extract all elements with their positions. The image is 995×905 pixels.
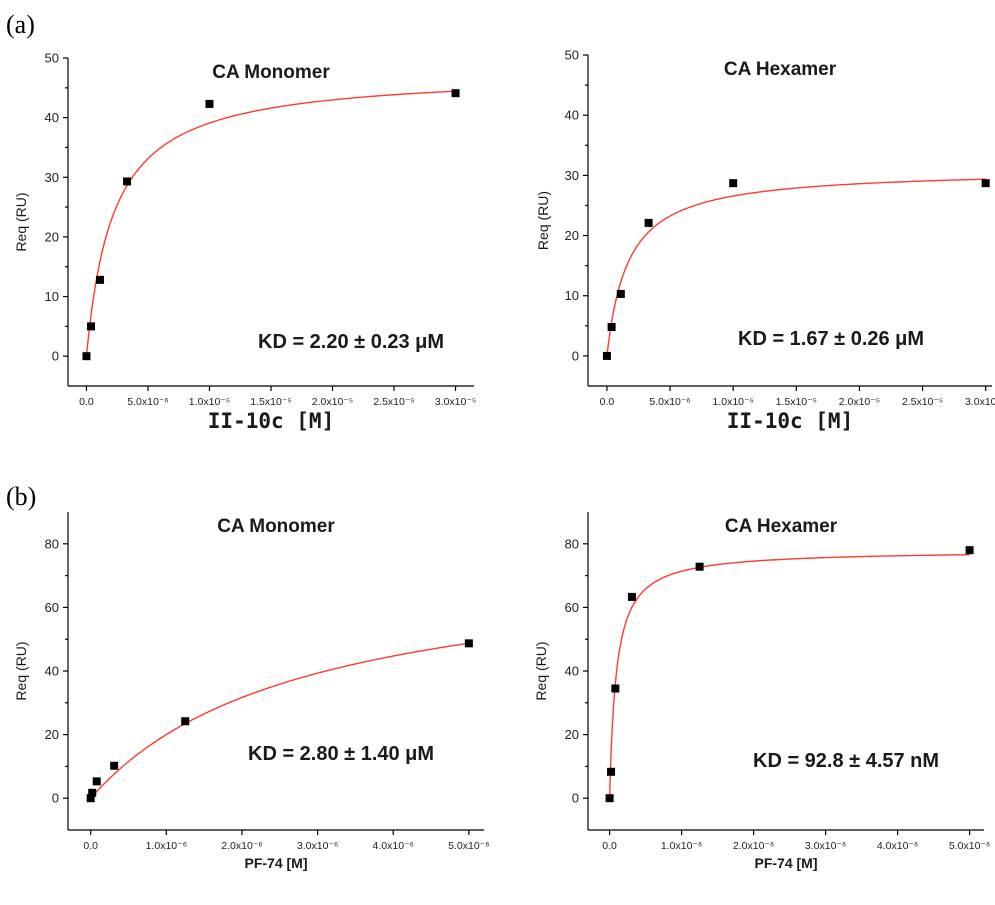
x-tick-label: 3.0x10⁻⁵ <box>965 396 995 408</box>
y-tick-label: 0 <box>572 791 579 806</box>
x-tick-label: 1.0x10⁻⁵ <box>189 396 230 408</box>
y-axis-label: Req (RU) <box>13 192 29 251</box>
data-point <box>451 89 460 98</box>
y-axis-label: Req (RU) <box>13 641 29 700</box>
data-point <box>607 323 616 332</box>
x-tick-label: 5.0x10⁻⁶ <box>649 396 690 408</box>
chart-title: CA Hexamer <box>724 59 837 80</box>
x-tick-label: 2.0x10⁻⁵ <box>839 396 880 408</box>
x-tick-label: 4.0x10⁻⁶ <box>373 840 414 852</box>
kd-annotation: KD = 1.67 ± 0.26 μM <box>738 328 924 350</box>
x-tick-label: 0.0 <box>79 396 94 408</box>
data-point <box>82 352 91 361</box>
chart-title: CA Hexamer <box>725 516 838 537</box>
chart-1: 0 10 20 30 40 50 0.0 5.0x10⁻⁶ 1.0x10⁻⁵ 1.5x10⁻⁵ 2.… <box>13 51 476 434</box>
data-point <box>205 99 214 108</box>
panel-label-b: (b) <box>6 482 36 511</box>
y-tick-label: 40 <box>45 110 59 125</box>
data-point <box>602 351 611 360</box>
kd-annotation: KD = 2.20 ± 0.23 μM <box>258 331 444 353</box>
chart-2: 0 10 20 30 40 50 0.0 5.0x10⁻⁶ 1.0x10⁻⁵ 1.5x10⁻⁵ 2.… <box>535 48 995 434</box>
y-tick-label: 30 <box>45 170 59 185</box>
y-tick-label: 20 <box>565 228 579 243</box>
data-point <box>88 788 97 797</box>
fit-curve <box>85 90 456 357</box>
x-tick-label: 2.5x10⁻⁵ <box>373 396 414 408</box>
x-axis-label: PF-74 [M] <box>755 855 818 871</box>
panel-label-a: (a) <box>6 10 35 39</box>
y-tick-label: 10 <box>565 288 579 303</box>
y-tick-label: 0 <box>572 348 579 363</box>
data-point <box>611 684 620 693</box>
chart-4: 0 20 40 60 80 0.0 1.0x10⁻⁶ 2.0x10⁻⁶ 3.0x10⁻⁶ 4.0x… <box>533 512 990 871</box>
x-tick-label: 3.0x10⁻⁶ <box>805 840 846 852</box>
x-tick-label: 2.0x10⁻⁵ <box>312 396 353 408</box>
y-axis-label: Req (RU) <box>533 641 549 700</box>
y-tick-label: 20 <box>45 727 59 742</box>
data-point <box>607 767 616 776</box>
x-tick-label: 4.0x10⁻⁶ <box>877 840 918 852</box>
y-axis-label: Req (RU) <box>535 191 551 250</box>
data-point <box>729 179 738 188</box>
data-point <box>965 546 974 555</box>
x-tick-label: 0.0 <box>602 840 617 852</box>
data-point <box>87 322 96 331</box>
chart-title: CA Monomer <box>212 62 330 83</box>
x-tick-label: 1.5x10⁻⁵ <box>776 396 817 408</box>
x-tick-label: 0.0 <box>83 840 98 852</box>
y-tick-label: 80 <box>565 536 579 551</box>
x-tick-label: 0.0 <box>600 396 615 408</box>
charts: 0 10 20 30 40 50 0.0 5.0x10⁻⁶ 1.0x10⁻⁵ 1.5x10⁻⁵ 2.… <box>13 48 995 872</box>
data-point <box>627 592 636 601</box>
fit-curve <box>90 642 469 799</box>
y-tick-label: 80 <box>45 536 59 551</box>
data-point <box>616 289 625 298</box>
x-tick-label: 1.5x10⁻⁵ <box>250 396 291 408</box>
y-tick-label: 30 <box>565 168 579 183</box>
x-axis-label: PF-74 [M] <box>245 855 308 871</box>
y-tick-label: 60 <box>45 600 59 615</box>
y-tick-label: 50 <box>565 48 579 63</box>
data-point <box>981 179 990 188</box>
y-tick-label: 10 <box>45 289 59 304</box>
chart-3: 0 20 40 60 80 0.0 1.0x10⁻⁶ 2.0x10⁻⁶ 3.0x10⁻⁶ 4.0x… <box>13 512 490 871</box>
data-point <box>464 639 473 648</box>
data-point <box>86 794 95 803</box>
x-tick-label: 5.0x10⁻⁶ <box>127 396 168 408</box>
x-tick-label: 3.0x10⁻⁶ <box>297 840 338 852</box>
kd-annotation: KD = 92.8 ± 4.57 nM <box>753 750 939 772</box>
x-tick-label: 2.5x10⁻⁵ <box>902 396 943 408</box>
data-point <box>92 777 101 786</box>
chart-title: CA Monomer <box>217 516 335 537</box>
y-tick-label: 20 <box>45 229 59 244</box>
y-tick-label: 0 <box>52 791 59 806</box>
data-point <box>644 218 653 227</box>
x-axis-label: II-10c [M] <box>727 409 853 433</box>
x-tick-label: 5.0x10⁻⁶ <box>949 840 990 852</box>
x-tick-label: 3.0x10⁻⁵ <box>435 396 476 408</box>
data-point <box>181 717 190 726</box>
y-tick-label: 40 <box>565 108 579 123</box>
y-tick-label: 20 <box>565 727 579 742</box>
y-tick-label: 0 <box>52 349 59 364</box>
kd-annotation: KD = 2.80 ± 1.40 μM <box>248 743 434 765</box>
data-point <box>110 761 119 770</box>
data-point <box>605 794 614 803</box>
y-tick-label: 60 <box>565 600 579 615</box>
x-tick-label: 1.0x10⁻⁵ <box>712 396 753 408</box>
data-point <box>95 275 104 284</box>
data-point <box>123 177 132 186</box>
x-axis-label: II-10c [M] <box>208 409 334 433</box>
x-tick-label: 2.0x10⁻⁶ <box>733 840 774 852</box>
y-tick-label: 50 <box>45 51 59 66</box>
data-point <box>695 562 704 571</box>
x-tick-label: 1.0x10⁻⁶ <box>146 840 187 852</box>
y-tick-label: 40 <box>45 664 59 679</box>
x-tick-label: 1.0x10⁻⁶ <box>661 840 702 852</box>
y-tick-label: 40 <box>565 664 579 679</box>
x-tick-label: 5.0x10⁻⁶ <box>448 840 489 852</box>
x-tick-label: 2.0x10⁻⁶ <box>221 840 262 852</box>
